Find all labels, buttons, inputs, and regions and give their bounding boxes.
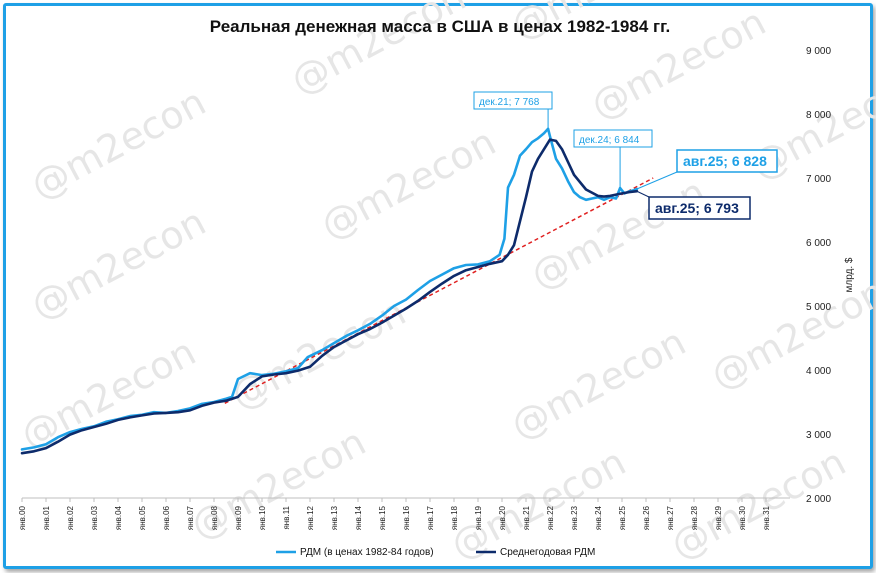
x-tick-label: янв.13 (330, 505, 339, 530)
watermark-text: @m2econ (24, 80, 213, 208)
x-tick-label: янв.08 (210, 505, 219, 530)
x-tick-label: янв.16 (402, 505, 411, 530)
annotation-peak-box (473, 91, 553, 110)
x-tick-label: янв.24 (594, 505, 603, 530)
legend-label: РДМ (в ценах 1982-84 годов) (300, 547, 434, 558)
x-tick-label: янв.31 (762, 505, 771, 530)
x-tick-label: янв.22 (546, 505, 555, 530)
x-tick-label: янв.07 (186, 505, 195, 530)
x-tick-label: янв.30 (738, 505, 747, 530)
x-tick-label: янв.10 (258, 505, 267, 530)
x-tick-label: янв.20 (498, 505, 507, 530)
x-tick-label: янв.14 (354, 505, 363, 530)
x-tick-label: янв.02 (66, 505, 75, 530)
x-tick-label: янв.25 (618, 505, 627, 530)
x-tick-label: янв.05 (138, 505, 147, 530)
series-layer (20, 127, 639, 455)
x-tick-label: янв.17 (426, 505, 435, 530)
legend: РДМ (в ценах 1982-84 годов) Среднегодовая… (276, 547, 595, 558)
annotation-dec24-box (573, 129, 653, 148)
x-tick-label: янв.19 (474, 505, 483, 530)
x-tick-label: янв.11 (282, 505, 291, 529)
watermark-layer: @m2econ@m2econ @m2econ@m2econ@m2econ @m2ec… (14, 0, 876, 568)
y-tick-label: 3 000 (806, 430, 831, 441)
watermark-text: @m2econ (314, 120, 503, 248)
x-tick-label: янв.23 (570, 505, 579, 530)
y-tick-label: 5 000 (806, 302, 831, 313)
annotation-aug25-rdm-label: авг.25; 6 828 (683, 153, 767, 169)
x-tick-label: янв.03 (90, 505, 99, 530)
watermark-text: @m2econ (284, 0, 473, 103)
y-tick-label: 8 000 (806, 110, 831, 121)
annotation-layer: дек.21; 7 768 дек.24; 6 844 авг.25; 6 828 а… (473, 91, 778, 220)
x-tick-label: янв.09 (234, 505, 243, 530)
watermark-text: @m2econ (524, 170, 713, 298)
x-tick-label: янв.04 (114, 505, 123, 530)
trendline-layer (224, 177, 654, 404)
x-tick-label: янв.00 (18, 505, 27, 530)
x-tick-label: янв.26 (642, 505, 651, 530)
x-tick-label: янв.15 (378, 505, 387, 530)
x-tick-label: янв.27 (666, 505, 675, 530)
annotation-aug25-rdm-leader (636, 171, 678, 190)
x-tick-label: янв.18 (450, 505, 459, 530)
y-tick-label: 9 000 (806, 46, 831, 57)
y-tick-label: 4 000 (806, 366, 831, 377)
annotation-peak-label: дек.21; 7 768 (479, 97, 540, 108)
annotation-dec24-label: дек.24; 6 844 (579, 135, 640, 146)
y-tick-label: 7 000 (806, 174, 831, 185)
chart-title: Реальная денежная масса в США в ценах 19… (210, 17, 670, 36)
legend-label: Среднегодовая РДМ (500, 547, 595, 558)
annotation-aug25-avg-box (648, 196, 751, 220)
annotation-aug25-rdm-box (676, 149, 778, 173)
y-tick-label: 2 000 (806, 494, 831, 505)
x-tick-label: янв.06 (162, 505, 171, 530)
x-tick-label: янв.28 (690, 505, 699, 530)
series-line-avg-rdm (20, 138, 639, 455)
annotation-aug25-avg-leader (636, 190, 650, 198)
y-axis-label: млрд. $ (844, 257, 855, 292)
watermark-text: @m2econ (504, 320, 693, 448)
x-tick-label: янв.21 (522, 505, 531, 530)
watermark-text: @m2econ (14, 330, 203, 458)
watermark-text: @m2econ (24, 200, 213, 328)
y-tick-label: 6 000 (806, 238, 831, 249)
annotation-aug25-avg-label: авг.25; 6 793 (655, 200, 739, 216)
x-tick-label: янв.01 (42, 505, 51, 530)
x-tick-label: янв.12 (306, 505, 315, 530)
axes: 2 000 3 000 4 000 5 000 6 000 7 000 8 000 9 000… (18, 46, 831, 530)
x-tick-label: янв.29 (714, 505, 723, 530)
trendline (224, 177, 654, 404)
